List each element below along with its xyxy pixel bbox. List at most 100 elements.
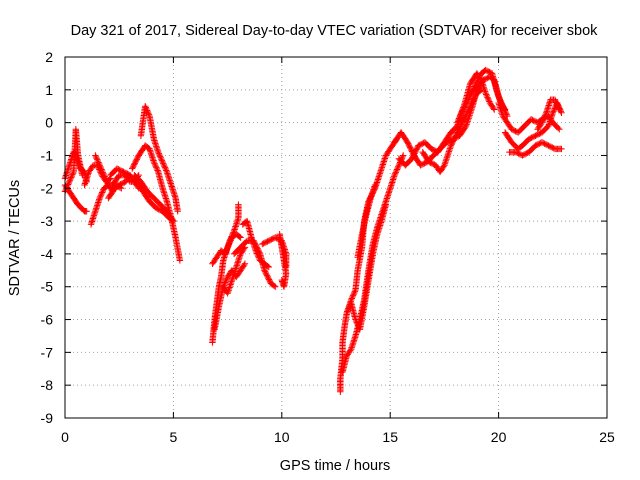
y-tick-label: -7 bbox=[41, 344, 54, 360]
data-point-marker bbox=[343, 309, 351, 317]
data-point-marker bbox=[353, 319, 360, 326]
data-point-marker bbox=[158, 157, 166, 164]
data-point-marker bbox=[69, 170, 77, 177]
data-point-marker bbox=[64, 181, 72, 188]
data-point-marker bbox=[143, 107, 151, 114]
data-point-marker bbox=[349, 293, 356, 301]
data-point-marker bbox=[104, 180, 111, 187]
data-point-marker bbox=[446, 146, 453, 154]
data-point-marker bbox=[153, 165, 161, 173]
data-point-marker bbox=[94, 157, 102, 165]
x-tick-label: 0 bbox=[61, 429, 69, 445]
data-point-marker bbox=[458, 109, 465, 117]
axis-ticks bbox=[64, 56, 608, 419]
data-point-marker bbox=[454, 119, 461, 126]
data-point-marker bbox=[491, 106, 498, 113]
data-point-marker bbox=[344, 308, 351, 315]
data-point-marker bbox=[230, 229, 237, 236]
data-point-marker bbox=[278, 276, 285, 284]
y-axis-label: SDTVAR / TECUs bbox=[7, 180, 23, 296]
data-point-marker bbox=[392, 169, 399, 176]
data-point-marker bbox=[350, 291, 357, 298]
data-point-marker bbox=[444, 153, 451, 160]
data-point-marker bbox=[352, 316, 359, 323]
data-point-marker bbox=[97, 192, 105, 199]
data-point-marker bbox=[94, 156, 101, 163]
data-point-marker bbox=[223, 276, 230, 283]
data-point-marker bbox=[464, 118, 471, 125]
data-point-marker bbox=[381, 156, 388, 164]
data-point-marker bbox=[376, 170, 384, 177]
x-tick-label: 25 bbox=[599, 429, 615, 445]
data-point-marker bbox=[68, 172, 76, 180]
data-point-marker bbox=[103, 177, 110, 184]
y-tick-label: -8 bbox=[41, 377, 54, 393]
data-point-marker bbox=[382, 201, 390, 208]
data-point-marker bbox=[271, 282, 278, 290]
x-tick-label: 15 bbox=[382, 429, 398, 445]
data-point-marker bbox=[393, 166, 401, 173]
data-point-marker bbox=[98, 167, 106, 175]
data-point-marker bbox=[241, 260, 249, 267]
data-point-marker bbox=[378, 164, 386, 171]
data-point-marker bbox=[444, 151, 452, 158]
data-point-marker bbox=[229, 231, 236, 239]
data-point-marker bbox=[371, 181, 379, 189]
data-point-marker bbox=[98, 166, 105, 173]
data-point-marker bbox=[156, 151, 163, 159]
data-point-marker bbox=[237, 234, 244, 241]
data-point-marker bbox=[151, 161, 159, 169]
data-point-marker bbox=[394, 164, 401, 172]
data-point-marker bbox=[381, 155, 389, 162]
y-tick-label: -3 bbox=[41, 213, 54, 229]
data-point-marker bbox=[99, 187, 106, 195]
data-point-marker bbox=[155, 148, 162, 156]
data-point-marker bbox=[92, 152, 99, 159]
data-point-marker bbox=[236, 233, 243, 240]
data-point-marker bbox=[252, 247, 259, 254]
y-tick-label: 1 bbox=[45, 82, 53, 98]
data-point-marker bbox=[163, 167, 170, 174]
data-point-marker bbox=[379, 161, 387, 168]
plot-frame bbox=[64, 56, 608, 419]
tick-labels: 0 5 10 15 20 25 -9 -8 -7 -6 -5 -4 -3 -2 -1 0 1 2 bbox=[41, 49, 615, 445]
data-point-marker bbox=[377, 167, 385, 174]
data-point-marker bbox=[156, 153, 164, 160]
data-point-marker bbox=[253, 250, 261, 257]
data-point-marker bbox=[550, 108, 557, 115]
data-point-marker bbox=[501, 104, 508, 112]
data-point-marker bbox=[95, 160, 103, 168]
data-point-marker bbox=[445, 149, 452, 157]
data-point-marker bbox=[558, 145, 565, 153]
data-point-marker bbox=[272, 283, 279, 290]
data-point-marker bbox=[253, 248, 260, 256]
data-point-marker bbox=[142, 104, 150, 111]
data-point-marker bbox=[555, 104, 562, 112]
y-tick-label: -9 bbox=[41, 410, 54, 426]
data-point-marker bbox=[539, 116, 547, 124]
data-point-marker bbox=[265, 263, 272, 271]
data-point-marker bbox=[380, 158, 388, 165]
x-tick-label: 10 bbox=[274, 429, 290, 445]
data-point-marker bbox=[143, 105, 150, 113]
data-point-marker bbox=[227, 234, 235, 242]
y-tick-label: -1 bbox=[41, 147, 54, 163]
data-point-marker bbox=[441, 160, 449, 167]
data-point-marker bbox=[347, 347, 354, 354]
data-point-marker bbox=[456, 112, 464, 119]
data-point-marker bbox=[464, 116, 472, 124]
data-point-marker bbox=[443, 156, 450, 163]
data-point-marker bbox=[98, 190, 105, 198]
data-point-marker bbox=[93, 155, 100, 162]
data-point-marker bbox=[100, 171, 108, 179]
data-point-marker bbox=[458, 108, 465, 115]
data-point-marker bbox=[65, 179, 72, 187]
data-point-marker bbox=[125, 173, 133, 180]
data-point-marker bbox=[161, 163, 168, 170]
data-point-marker bbox=[483, 92, 491, 100]
data-point-marker bbox=[541, 112, 549, 119]
data-point-marker bbox=[96, 194, 103, 202]
data-point-marker bbox=[162, 165, 169, 173]
data-point-marker bbox=[553, 99, 560, 106]
